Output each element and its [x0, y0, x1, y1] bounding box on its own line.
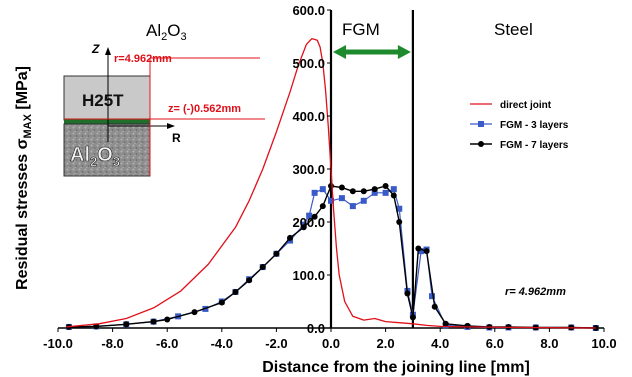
data-point-square [311, 189, 318, 196]
data-point-circle [246, 277, 253, 284]
data-point-circle [404, 290, 411, 297]
data-point-square [371, 189, 378, 196]
y-tick-label: 300.0 [292, 162, 325, 177]
data-point-circle [232, 288, 239, 295]
inset-metal-label: H25T [82, 91, 124, 110]
data-point-circle [349, 188, 356, 195]
ceramic-layer [63, 123, 151, 177]
series-line-none [66, 37, 596, 329]
ticks-layer: -10.0 -8.0 -6.0 -4.0 -2.0 0.0 2.0 4.0 6.0 8.0 10.0… [43, 3, 616, 351]
data-point-circle [592, 325, 599, 331]
region-label-fgm: FGM [342, 20, 380, 39]
metal-layer [63, 75, 151, 121]
data-point-circle [431, 303, 438, 310]
inset-r-label: R [172, 131, 181, 145]
data-point-circle [218, 299, 225, 306]
legend: direct joint FGM - 3 layers FGM - 7 layers [470, 100, 569, 151]
legend-swatch-marker [478, 121, 484, 127]
data-point-circle [300, 224, 307, 231]
x-tick-label: 10.0 [591, 336, 616, 351]
y-tick-label: 200.0 [292, 215, 325, 230]
data-point-circle [191, 309, 198, 316]
arrow-head-left [333, 45, 346, 59]
x-tick-label: 6.0 [486, 336, 504, 351]
legend-label: FGM - 3 layers [500, 120, 569, 131]
data-point-circle [396, 219, 403, 225]
interlayer [64, 119, 150, 124]
data-point-circle [123, 321, 130, 328]
data-point-circle [409, 314, 416, 321]
data-point-circle [150, 318, 157, 325]
series-layer [65, 37, 599, 331]
y-tick-label: 400.0 [292, 109, 325, 124]
y-tick-label: 600.0 [292, 3, 325, 18]
data-point-square [338, 195, 345, 202]
legend-swatch-marker [478, 141, 484, 147]
inset-r-text: r=4.962mm [114, 53, 172, 65]
legend-label: direct joint [500, 100, 552, 111]
region-label-al2o3: Al2O3 [146, 21, 187, 43]
x-tick-label: -4.0 [211, 336, 233, 351]
data-point-circle [259, 264, 266, 271]
data-point-circle [273, 250, 280, 257]
inset-z-text: z= (-)0.562mm [168, 103, 241, 115]
z-axis-arrowhead [105, 47, 111, 55]
data-point-circle [382, 182, 389, 189]
data-point-circle [328, 182, 334, 189]
data-point-circle [423, 248, 430, 255]
data-point-circle [338, 184, 345, 191]
data-point-circle [319, 203, 326, 210]
x-tick-label: -8.0 [101, 336, 123, 351]
series-line-circle [68, 185, 596, 329]
data-point-circle [164, 316, 171, 323]
y-axis-label: Residual stresses σMAX [MPa] [14, 66, 34, 290]
x-tick-label: 0.0 [322, 336, 340, 351]
x-tick-label: 8.0 [540, 336, 558, 351]
x-tick-label: -6.0 [156, 336, 178, 351]
x-tick-label: 2.0 [377, 336, 395, 351]
radius-annotation: r= 4.962mm [505, 286, 566, 298]
data-point-square [319, 186, 326, 193]
data-point-circle [390, 192, 397, 199]
arrow-head-right [397, 45, 411, 59]
data-point-square [429, 293, 436, 300]
y-tick-label: 500.0 [292, 56, 325, 71]
data-point-circle [287, 234, 294, 241]
data-point-square [396, 205, 403, 212]
data-point-square [306, 212, 313, 219]
fgm-width-arrow [333, 45, 411, 59]
data-point-circle [442, 320, 449, 327]
y-tick-label: 100.0 [292, 268, 325, 283]
legend-label: FGM - 7 layers [500, 140, 569, 151]
inset-z-label: Z [91, 42, 100, 56]
data-point-square [418, 248, 425, 255]
data-point-circle [360, 188, 367, 195]
data-point-square [349, 203, 356, 210]
specimen-inset: H25T Al2O3 Z R r=4.962mm z= (-)0.562mm [63, 42, 265, 177]
r-axis-arrowhead [167, 123, 175, 129]
data-point-square [360, 197, 367, 204]
data-point-square [328, 197, 334, 204]
data-point-circle [93, 323, 100, 330]
data-point-circle [415, 245, 422, 252]
data-point-square [382, 189, 389, 196]
data-point-circle [311, 213, 318, 220]
x-axis-label: Distance from the joining line [mm] [262, 359, 530, 376]
region-label-steel: Steel [494, 20, 533, 39]
data-point-circle [371, 186, 378, 193]
data-point-circle [464, 322, 471, 329]
series-line-square [68, 188, 596, 329]
x-tick-label: -10.0 [43, 336, 73, 351]
x-tick-label: 4.0 [431, 336, 449, 351]
data-point-square [390, 186, 397, 193]
y-tick-label: 0.0 [307, 321, 325, 336]
x-tick-label: -2.0 [265, 336, 287, 351]
